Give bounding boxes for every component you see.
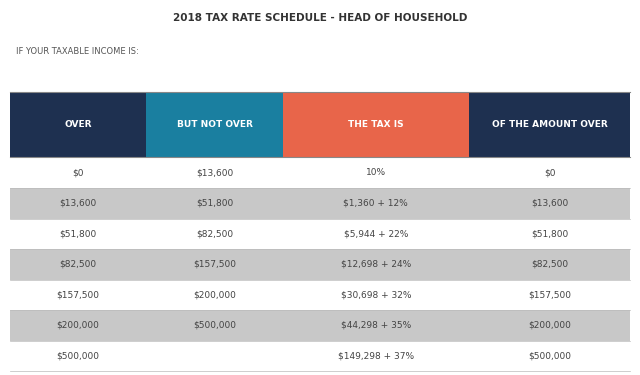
Text: $51,800: $51,800 (531, 230, 568, 238)
Text: $500,000: $500,000 (56, 351, 99, 360)
Text: $51,800: $51,800 (196, 199, 233, 208)
Text: $13,600: $13,600 (60, 199, 97, 208)
Text: OF THE AMOUNT OVER: OF THE AMOUNT OVER (492, 120, 607, 129)
Text: $82,500: $82,500 (531, 260, 568, 269)
Text: $157,500: $157,500 (193, 260, 236, 269)
Text: $1,360 + 12%: $1,360 + 12% (344, 199, 408, 208)
Text: $500,000: $500,000 (193, 321, 236, 330)
Text: $0: $0 (72, 168, 84, 177)
Text: $0: $0 (544, 168, 556, 177)
Text: $157,500: $157,500 (56, 290, 99, 299)
Text: $200,000: $200,000 (528, 321, 571, 330)
Text: $13,600: $13,600 (531, 199, 568, 208)
Text: $157,500: $157,500 (528, 290, 571, 299)
Text: $82,500: $82,500 (196, 230, 233, 238)
Text: BUT NOT OVER: BUT NOT OVER (177, 120, 252, 129)
Text: $30,698 + 32%: $30,698 + 32% (340, 290, 411, 299)
Text: THE TAX IS: THE TAX IS (348, 120, 404, 129)
Text: $200,000: $200,000 (56, 321, 99, 330)
Text: $5,944 + 22%: $5,944 + 22% (344, 230, 408, 238)
Text: $12,698 + 24%: $12,698 + 24% (340, 260, 411, 269)
Text: OVER: OVER (64, 120, 92, 129)
Text: $149,298 + 37%: $149,298 + 37% (338, 351, 414, 360)
Text: $200,000: $200,000 (193, 290, 236, 299)
Text: $51,800: $51,800 (60, 230, 97, 238)
Text: IF YOUR TAXABLE INCOME IS:: IF YOUR TAXABLE INCOME IS: (16, 47, 139, 56)
Text: $44,298 + 35%: $44,298 + 35% (340, 321, 411, 330)
Text: 2018 TAX RATE SCHEDULE - HEAD OF HOUSEHOLD: 2018 TAX RATE SCHEDULE - HEAD OF HOUSEHO… (173, 13, 467, 23)
Text: $82,500: $82,500 (60, 260, 97, 269)
Text: 10%: 10% (366, 168, 386, 177)
Text: $13,600: $13,600 (196, 168, 233, 177)
Text: $500,000: $500,000 (528, 351, 571, 360)
